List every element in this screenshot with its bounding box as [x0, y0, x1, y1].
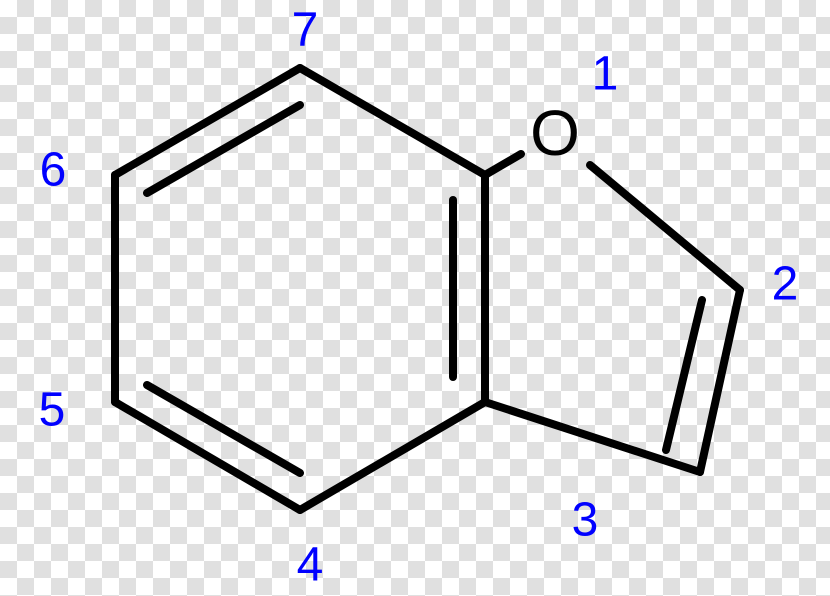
bond [590, 165, 740, 290]
bonds [115, 68, 740, 510]
position-label-4: 4 [297, 538, 324, 593]
position-label-1: 1 [592, 47, 619, 102]
position-label-7: 7 [292, 3, 319, 58]
molecule-structure [0, 0, 830, 596]
position-label-2: 2 [772, 257, 799, 312]
bond [700, 290, 740, 472]
position-label-5: 5 [39, 383, 66, 438]
bond [300, 402, 485, 510]
bond [666, 300, 702, 450]
position-label-3: 3 [572, 493, 599, 548]
oxygen-atom-label: O [530, 96, 580, 170]
bond [147, 385, 300, 473]
bond [485, 154, 521, 175]
position-label-6: 6 [40, 143, 67, 198]
bond [147, 105, 300, 193]
bond [300, 68, 485, 175]
